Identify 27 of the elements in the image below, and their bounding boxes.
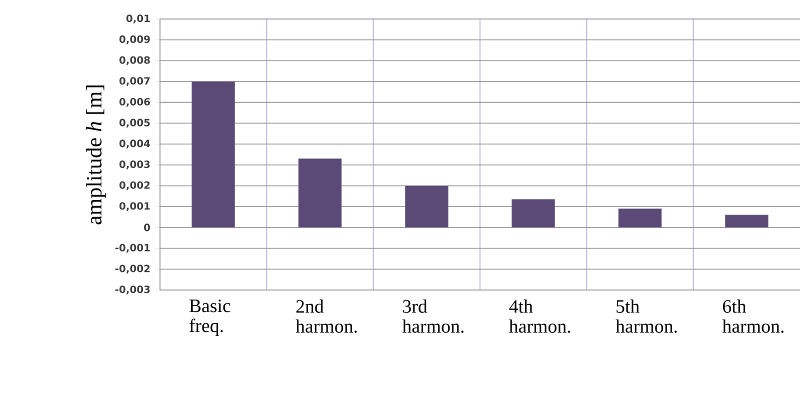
x-tick-label: 6th harmon.	[722, 300, 784, 333]
x-tick-label: 4th harmon.	[509, 300, 570, 333]
x-tick-label: 2nd harmon.	[296, 300, 357, 333]
x-tick-label: Basic freq.	[189, 300, 230, 336]
y-tick-label: -0,003	[115, 286, 150, 294]
y-tick-label: 0,004	[119, 140, 150, 148]
bar	[724, 214, 768, 228]
y-tick-label: -0,001	[115, 244, 150, 253]
bar	[404, 186, 448, 228]
bar	[618, 208, 662, 228]
x-tick-label: 5th harmon.	[616, 300, 677, 333]
y-tick-label: 0,006	[119, 98, 150, 107]
y-tick-label: 0,007	[119, 77, 150, 86]
y-tick-label: 0,008	[119, 56, 150, 66]
bar	[192, 81, 236, 228]
y-tick-label: 0,002	[119, 181, 150, 190]
y-tick-label: 0,003	[119, 160, 150, 170]
y-tick-label: 0,001	[119, 202, 150, 212]
bar	[298, 158, 342, 228]
y-tick-label: -0,002	[115, 264, 150, 274]
bar	[512, 199, 556, 228]
y-tick-label: 0,01	[126, 14, 150, 24]
y-tick-label: 0,009	[119, 35, 150, 44]
x-tick-label: 3rd harmon.	[402, 300, 464, 333]
y-tick-label: 0	[144, 224, 150, 232]
y-axis-title: amplitude h [m]	[86, 86, 106, 224]
y-tick-label: 0,005	[119, 118, 150, 128]
